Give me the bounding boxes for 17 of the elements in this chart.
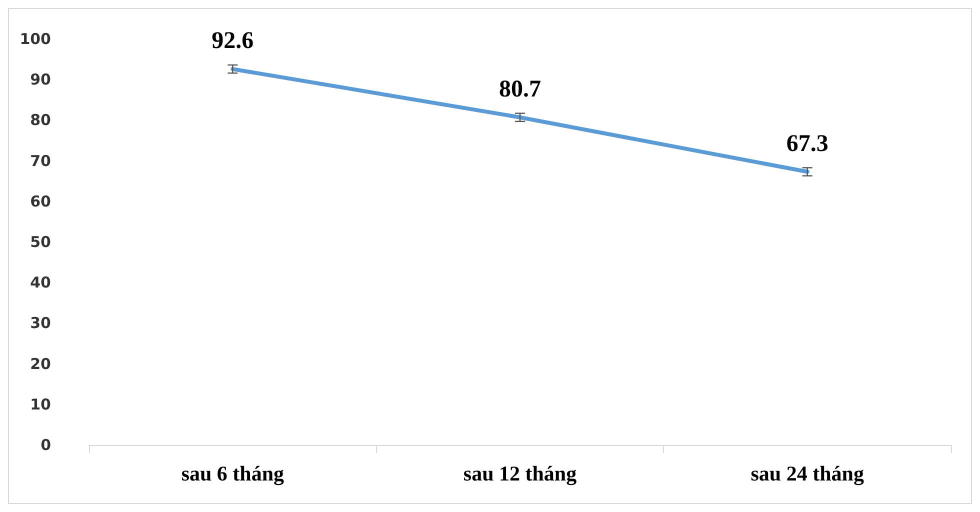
x-tick-label: sau 12 tháng <box>463 462 578 486</box>
y-tick-label: 60 <box>30 192 51 210</box>
y-tick-label: 40 <box>30 274 51 292</box>
y-tick-label: 50 <box>30 233 51 251</box>
y-tick-label: 90 <box>30 70 51 89</box>
y-tick-label: 100 <box>20 30 51 48</box>
y-tick-label: 20 <box>30 354 51 373</box>
y-tick-label: 70 <box>30 152 51 170</box>
y-tick-label: 80 <box>30 111 51 130</box>
y-tick-label: 30 <box>30 314 51 332</box>
x-tick-label: sau 6 tháng <box>181 462 285 486</box>
data-label: 80.7 <box>499 76 541 102</box>
y-tick-label: 10 <box>30 395 51 414</box>
x-tick-label: sau 24 tháng <box>750 462 864 486</box>
data-label: 92.6 <box>212 28 254 54</box>
data-label: 67.3 <box>786 130 828 157</box>
y-tick-label: 0 <box>40 436 51 454</box>
